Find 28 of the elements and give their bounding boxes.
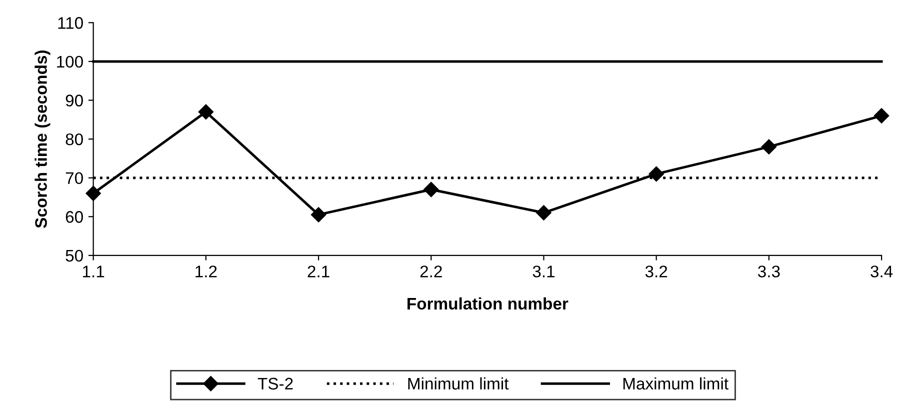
point (536, 205, 552, 220)
legend-label: Maximum limit (623, 377, 728, 390)
y-axis-title: Scorch time (seconds) (34, 50, 50, 228)
x-tick-label: 3.3 (758, 266, 780, 278)
point (874, 108, 890, 124)
legend-label: TS-2 (258, 378, 293, 390)
x-tick-label: 3.4 (870, 266, 893, 278)
y-tick-label: 80 (66, 133, 83, 146)
legend-label: Minimum limit (408, 377, 509, 390)
point (198, 104, 214, 120)
point (310, 207, 326, 222)
x-tick-label: 2.2 (420, 266, 442, 278)
point (86, 186, 101, 201)
y-tick-label: 90 (66, 94, 83, 106)
y-tick-label: 110 (58, 17, 83, 29)
x-tick-label: 2.1 (308, 266, 330, 278)
x-axis-title: Formulation number (408, 297, 568, 310)
y-tick-label: 60 (66, 211, 83, 223)
x-tick-label: 1.1 (83, 266, 104, 278)
x-tick-label: 3.2 (645, 266, 668, 278)
point (648, 166, 664, 182)
y-tick-label: 70 (66, 172, 83, 184)
point (424, 182, 439, 198)
point (761, 139, 777, 154)
x-tick-label: 3.1 (532, 266, 554, 278)
x-tick-label: 1.2 (196, 266, 217, 278)
y-tick-label: 100 (57, 56, 83, 68)
y-tick-label: 50 (66, 250, 83, 262)
